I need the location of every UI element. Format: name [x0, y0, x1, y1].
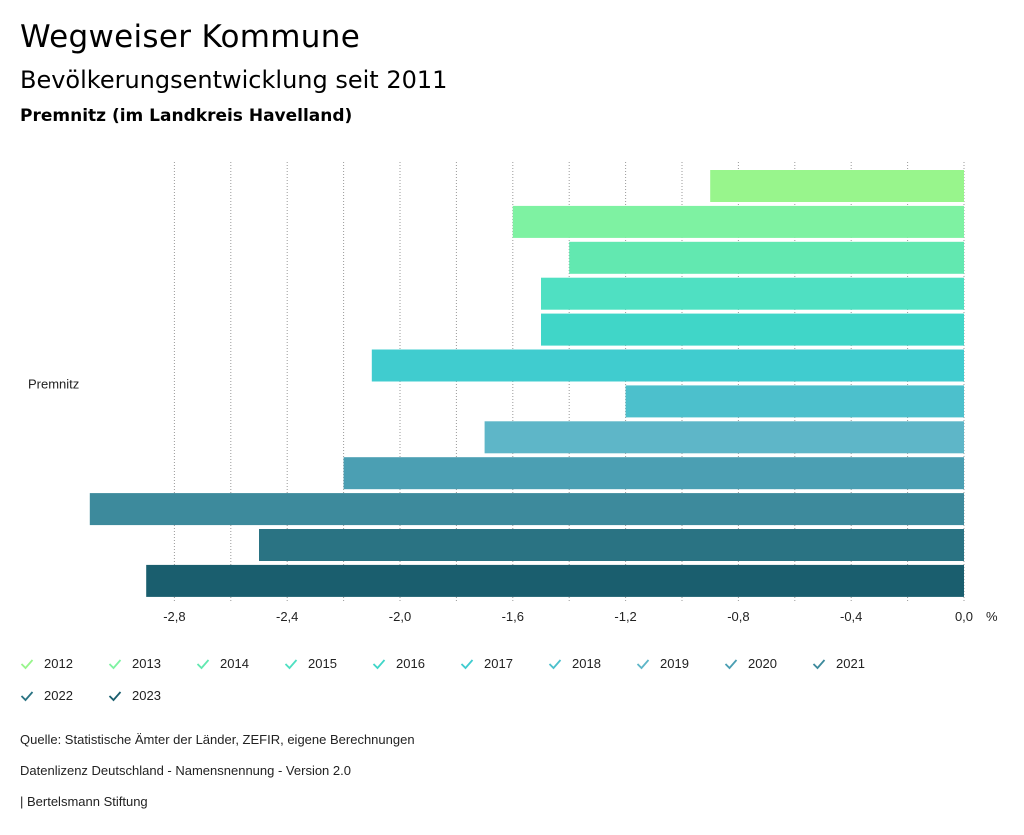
category-label: Premnitz: [28, 376, 79, 391]
legend-label: 2015: [308, 656, 337, 671]
legend-label: 2017: [484, 656, 513, 671]
legend-item-2023[interactable]: 2023: [108, 688, 161, 703]
bar-2021: [89, 493, 965, 526]
x-tick-label: 0,0: [955, 609, 973, 624]
bar-2012: [710, 170, 964, 202]
check-icon: [20, 690, 34, 701]
source-note: Quelle: Statistische Ämter der Länder, Z…: [20, 732, 415, 747]
legend-label: 2012: [44, 656, 73, 671]
bar-2015: [541, 277, 964, 310]
legend-label: 2016: [396, 656, 425, 671]
legend-label: 2022: [44, 688, 73, 703]
legend-item-2020[interactable]: 2020: [724, 656, 777, 671]
legend-item-2022[interactable]: 2022: [20, 688, 73, 703]
x-unit-label: %: [986, 609, 998, 624]
check-icon: [108, 658, 122, 669]
check-icon: [548, 658, 562, 669]
bar-2019: [484, 421, 964, 454]
legend-label: 2018: [572, 656, 601, 671]
legend-label: 2021: [836, 656, 865, 671]
check-icon: [724, 658, 738, 669]
check-icon: [460, 658, 474, 669]
x-tick-label: -0,8: [727, 609, 749, 624]
check-icon: [196, 658, 210, 669]
x-tick-label: -1,2: [614, 609, 636, 624]
chart-subtitle: Bevölkerungsentwicklung seit 2011: [20, 66, 448, 94]
x-tick-label: -2,4: [276, 609, 298, 624]
legend-item-2014[interactable]: 2014: [196, 656, 249, 671]
chart-title: Wegweiser Kommune: [20, 19, 361, 55]
check-icon: [108, 690, 122, 701]
bar-2018: [625, 385, 964, 418]
legend-item-2018[interactable]: 2018: [548, 656, 601, 671]
legend-item-2016[interactable]: 2016: [372, 656, 425, 671]
legend-item-2015[interactable]: 2015: [284, 656, 337, 671]
legend-label: 2014: [220, 656, 249, 671]
legend-label: 2013: [132, 656, 161, 671]
legend-item-2017[interactable]: 2017: [460, 656, 513, 671]
check-icon: [284, 658, 298, 669]
x-tick-label: -1,6: [502, 609, 524, 624]
legend-item-2021[interactable]: 2021: [812, 656, 865, 671]
legend-label: 2019: [660, 656, 689, 671]
bar-2022: [259, 529, 964, 561]
bar-2017: [371, 349, 964, 382]
check-icon: [372, 658, 386, 669]
bar-2020: [343, 457, 965, 490]
legend-label: 2023: [132, 688, 161, 703]
license-note: Datenlizenz Deutschland - Namensnennung …: [20, 763, 351, 778]
check-icon: [20, 658, 34, 669]
bar-2023: [146, 564, 964, 597]
bar-2013: [512, 205, 964, 238]
bar-2016: [541, 313, 964, 346]
x-tick-label: -2,8: [163, 609, 185, 624]
legend-label: 2020: [748, 656, 777, 671]
x-tick-label: -2,0: [389, 609, 411, 624]
legend-item-2019[interactable]: 2019: [636, 656, 689, 671]
x-tick-label: -0,4: [840, 609, 862, 624]
region-label: Premnitz (im Landkreis Havelland): [20, 106, 353, 126]
bar-chart: Premnitz -2,8 -2,4 -2,0 -1,6 -1,2 -0,8 -0,4 0,0%: [28, 162, 998, 624]
check-icon: [636, 658, 650, 669]
publisher-note: | Bertelsmann Stiftung: [20, 794, 148, 809]
legend-item-2012[interactable]: 2012: [20, 656, 73, 671]
bar-2014: [569, 241, 964, 274]
check-icon: [812, 658, 826, 669]
legend-item-2013[interactable]: 2013: [108, 656, 161, 671]
